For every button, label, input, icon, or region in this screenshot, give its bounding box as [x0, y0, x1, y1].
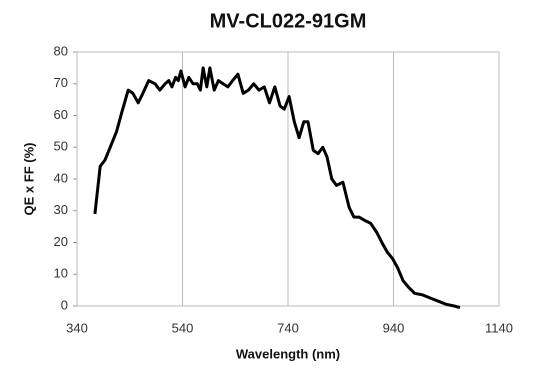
y-tick-label: 70 — [54, 75, 68, 90]
x-tick-label: 940 — [383, 320, 405, 335]
y-axis-title: QE x FF (%) — [21, 143, 36, 216]
y-tick-label: 40 — [54, 170, 68, 185]
y-tick-label: 0 — [61, 297, 68, 312]
y-tick-label: 10 — [54, 266, 68, 281]
y-tick-label: 50 — [54, 139, 68, 154]
y-tick-label: 20 — [54, 234, 68, 249]
y-tick-label: 30 — [54, 202, 68, 217]
y-tick-label: 60 — [54, 107, 68, 122]
x-tick-label: 540 — [172, 320, 194, 335]
x-axis-title: Wavelength (nm) — [236, 346, 340, 361]
y-tick-label: 80 — [54, 43, 68, 58]
x-tick-label: 740 — [277, 320, 299, 335]
chart-title: MV-CL022-91GM — [210, 10, 367, 32]
x-tick-label: 1140 — [485, 320, 513, 335]
x-tick-label: 340 — [66, 320, 88, 335]
data-line — [93, 66, 461, 310]
